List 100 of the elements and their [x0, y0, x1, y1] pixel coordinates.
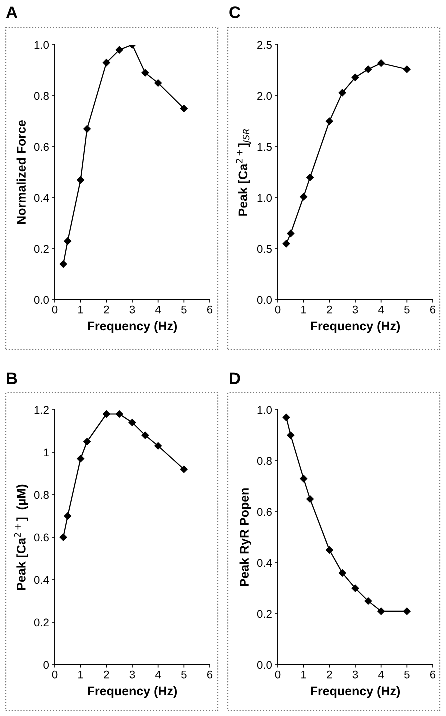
y-tick-label: 0.6	[257, 508, 272, 516]
y-tick-label: 2.0	[258, 92, 272, 100]
point	[77, 455, 84, 463]
point	[338, 89, 346, 97]
y-tick-label: 1.5	[258, 143, 272, 152]
point	[287, 432, 295, 440]
y-axis-title: Peak [Ca$^{2+}$] (µM)	[14, 484, 28, 590]
x-axis-title: Frequency (Hz)	[88, 686, 178, 698]
point	[378, 608, 385, 616]
point	[84, 126, 91, 133]
point	[180, 105, 188, 112]
point	[306, 496, 314, 503]
x-tick-label: 3	[352, 306, 358, 314]
chart-title: B	[7, 372, 18, 384]
y-tick-label: 0.8	[257, 457, 272, 466]
y-axis-title: Peak RyR Popen	[240, 488, 252, 586]
y-tick-label: 0.0	[257, 296, 272, 304]
y-tick-label: 1.2	[34, 406, 49, 414]
y-tick-label: 0.6	[34, 143, 49, 152]
chart-title: C	[230, 6, 241, 18]
y-tick-label: 0.5	[257, 245, 272, 254]
point	[352, 584, 360, 592]
point	[404, 608, 411, 616]
point	[60, 260, 68, 268]
y-tick-label: 0.4	[34, 576, 50, 584]
x-tick-label: 1	[302, 306, 306, 314]
point	[364, 66, 372, 74]
y-tick-label: 0.4	[257, 559, 272, 568]
point	[103, 410, 110, 418]
x-tick-label: 2	[327, 670, 332, 679]
x-tick-label: 1	[78, 306, 84, 314]
point	[60, 534, 68, 542]
x-tick-label: 3	[130, 670, 136, 679]
x-tick-label: 6	[207, 670, 213, 679]
x-tick-label: 5	[404, 670, 410, 679]
point	[300, 193, 308, 201]
x-tick-label: 6	[430, 670, 436, 679]
point	[116, 46, 124, 54]
x-tick-label: 4	[378, 306, 384, 314]
y-tick-label: 1.0	[258, 406, 272, 414]
chart-title: A	[6, 6, 18, 18]
x-tick-label: 5	[182, 670, 187, 679]
x-tick-label: 0	[52, 306, 58, 314]
chart-title: D	[230, 372, 240, 384]
point	[352, 74, 360, 82]
x-tick-label: 1	[302, 670, 306, 679]
x-tick-label: 2	[104, 306, 110, 314]
x-tick-label: 6	[430, 306, 436, 314]
x-tick-label: 4	[378, 670, 384, 679]
y-tick-label: 0.2	[34, 245, 49, 254]
y-axis-title: Normalized Force	[16, 120, 26, 224]
y-tick-label: 0.2	[257, 610, 272, 618]
x-tick-label: 5	[404, 306, 410, 314]
y-tick-label: 1.0	[258, 194, 272, 202]
point	[306, 174, 314, 182]
x-tick-label: 0	[52, 670, 58, 679]
point	[287, 230, 295, 238]
y-axis-title: Peak [Ca$^{2+}$]$_{JSR}$	[236, 130, 252, 216]
point	[77, 176, 84, 184]
y-tick-label: 0	[44, 661, 50, 670]
point	[84, 438, 91, 446]
y-tick-label: 1.0	[34, 41, 50, 50]
y-tick-label: 2.5	[258, 41, 272, 50]
point	[326, 118, 334, 126]
y-tick-label: 0.8	[34, 491, 49, 500]
x-tick-label: 2	[327, 306, 332, 314]
point	[64, 512, 72, 520]
point	[142, 69, 150, 77]
x-tick-label: 4	[156, 670, 162, 679]
x-tick-label: 5	[182, 306, 187, 314]
y-tick-label: 0.0	[34, 296, 50, 304]
point	[142, 432, 150, 440]
x-tick-label: 3	[352, 670, 358, 679]
point	[404, 66, 411, 74]
point	[282, 414, 290, 422]
point	[282, 240, 290, 248]
point	[64, 238, 72, 245]
point	[116, 410, 124, 418]
x-axis-title: Frequency (Hz)	[311, 321, 400, 334]
x-tick-label: 4	[156, 306, 162, 314]
point	[326, 546, 334, 554]
point	[378, 60, 385, 67]
point	[300, 475, 308, 482]
point	[364, 598, 372, 605]
x-tick-label: 0	[275, 306, 281, 314]
x-tick-label: 1	[78, 670, 84, 679]
x-axis-title: Frequency (Hz)	[311, 686, 400, 698]
x-axis-title: Frequency (Hz)	[88, 321, 178, 334]
y-tick-label: 0.0	[257, 661, 272, 670]
point	[128, 419, 136, 426]
point	[154, 442, 162, 450]
point	[338, 570, 346, 577]
y-tick-label: 0.8	[34, 92, 49, 100]
x-tick-label: 2	[104, 670, 110, 679]
y-tick-label: 0.6	[34, 534, 49, 542]
y-tick-label: 0.2	[34, 618, 49, 627]
x-tick-label: 3	[130, 306, 136, 314]
point	[154, 80, 162, 87]
y-tick-label: 1	[44, 448, 49, 457]
point	[103, 59, 110, 66]
